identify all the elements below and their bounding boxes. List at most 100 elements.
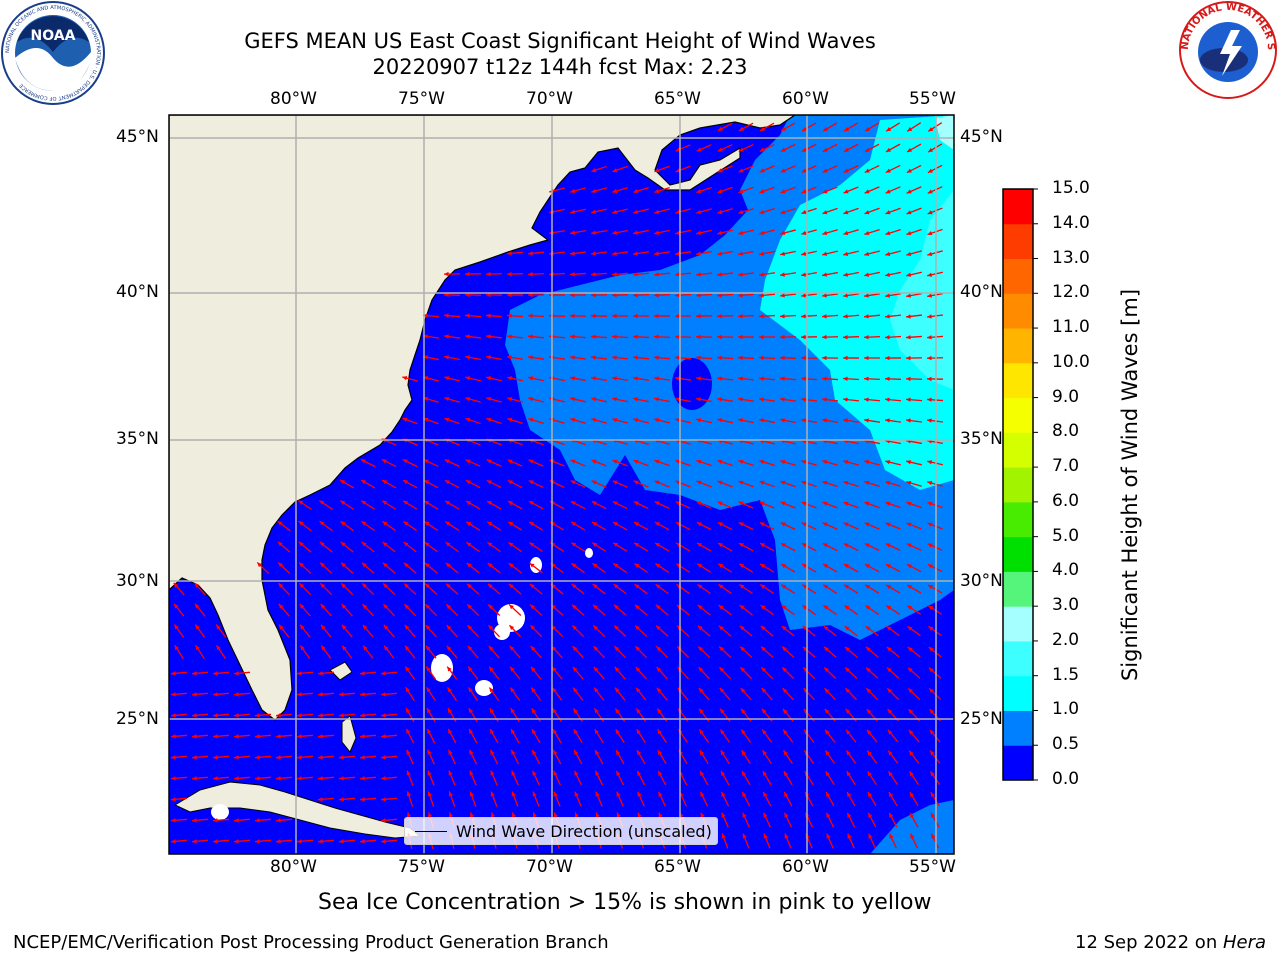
colorbar-tick-label: 9.0 — [1052, 386, 1080, 407]
wave-direction-arrow — [634, 625, 648, 637]
wave-direction-arrow — [758, 334, 776, 340]
wave-direction-arrow — [425, 645, 437, 659]
wave-direction-arrow — [759, 229, 775, 235]
lon-label-top-60w: 60°W — [782, 89, 829, 109]
wave-direction-arrow — [464, 271, 482, 277]
wave-direction-arrow — [863, 293, 881, 298]
wave-direction-arrow — [781, 604, 795, 616]
wave-direction-arrow — [843, 563, 859, 573]
wave-direction-arrow — [865, 667, 879, 679]
wave-direction-arrow — [717, 563, 733, 573]
wave-direction-arrow — [826, 833, 834, 849]
wave-direction-arrow — [654, 563, 670, 573]
wave-direction-arrow — [845, 750, 857, 764]
wave-direction-arrow — [296, 671, 314, 676]
wave-direction-arrow — [716, 334, 734, 340]
wave-direction-arrow — [487, 541, 501, 553]
wave-direction-arrow — [212, 671, 230, 676]
wave-direction-arrow — [637, 791, 645, 807]
wave-direction-arrow — [760, 666, 774, 680]
wave-direction-arrow — [927, 605, 943, 615]
wave-direction-arrow — [738, 122, 754, 132]
wave-direction-arrow — [298, 520, 312, 532]
wave-direction-arrow — [422, 334, 440, 339]
wave-direction-arrow — [844, 625, 858, 637]
wave-direction-arrow — [551, 645, 563, 659]
wave-direction-arrow — [801, 584, 817, 594]
wave-direction-arrow — [573, 749, 583, 765]
wave-direction-arrow — [779, 314, 797, 319]
wave-direction-arrow — [362, 645, 374, 659]
wave-direction-arrow — [529, 624, 543, 638]
wave-direction-arrow — [909, 812, 919, 828]
wave-direction-arrow — [844, 604, 858, 616]
wave-direction-arrow — [717, 122, 733, 132]
wave-direction-arrow — [528, 521, 544, 531]
wave-direction-arrow — [613, 645, 627, 659]
wave-direction-arrow — [465, 396, 481, 403]
wave-direction-arrow — [341, 603, 353, 617]
wave-direction-arrow — [508, 583, 522, 595]
wave-direction-arrow — [191, 839, 209, 844]
wave-direction-arrow — [658, 791, 666, 807]
wave-direction-arrow — [191, 713, 209, 718]
wave-direction-arrow — [843, 522, 859, 530]
wave-direction-arrow — [447, 749, 457, 765]
wave-direction-arrow — [616, 791, 624, 807]
wave-direction-arrow — [591, 521, 607, 531]
wave-direction-arrow — [572, 666, 584, 680]
wave-direction-arrow — [885, 186, 901, 194]
map-legend: Wind Wave Direction (unscaled) — [404, 817, 718, 845]
wave-direction-arrow — [506, 292, 524, 298]
wave-direction-arrow — [738, 501, 754, 509]
wave-direction-arrow — [717, 208, 733, 215]
colorbar-tick-label: 15.0 — [1052, 178, 1090, 198]
wave-direction-arrow — [822, 143, 838, 153]
wave-direction-arrow — [801, 480, 817, 488]
land-north-america — [169, 115, 797, 721]
wave-direction-arrow — [739, 604, 753, 616]
wave-direction-arrow — [867, 812, 877, 828]
wave-direction-arrow — [780, 522, 796, 530]
wave-direction-arrow — [698, 729, 710, 743]
wave-direction-arrow — [170, 713, 188, 718]
wave-direction-arrow — [717, 501, 733, 509]
wave-direction-arrow — [927, 584, 943, 594]
colorbar-tick-label: 14.0 — [1052, 212, 1090, 233]
wave-direction-arrow — [425, 624, 437, 638]
wave-direction-arrow — [779, 376, 797, 381]
wave-direction-arrow — [927, 250, 943, 257]
wave-direction-arrow — [717, 186, 733, 194]
wave-direction-arrow — [632, 355, 650, 360]
wave-direction-arrow — [511, 791, 519, 807]
wave-direction-arrow — [906, 501, 922, 509]
wave-direction-arrow — [803, 687, 815, 701]
wave-direction-arrow — [528, 376, 544, 382]
wave-direction-arrow — [467, 687, 479, 701]
wave-direction-arrow — [382, 520, 396, 532]
wave-direction-arrow — [696, 542, 712, 552]
wave-direction-arrow — [654, 165, 670, 173]
wave-direction-arrow — [233, 734, 251, 739]
wave-direction-arrow — [737, 355, 755, 360]
wave-direction-arrow — [360, 458, 376, 468]
wave-direction-arrow — [738, 418, 754, 424]
wave-direction-arrow — [508, 541, 522, 553]
wave-direction-arrow — [842, 334, 860, 340]
wave-direction-arrow — [759, 521, 775, 531]
wave-direction-arrow — [569, 334, 587, 339]
wave-direction-arrow — [173, 624, 185, 638]
wave-direction-arrow — [635, 687, 647, 701]
wave-direction-arrow — [759, 480, 775, 488]
wave-direction-arrow — [613, 625, 627, 637]
colorbar-segment — [1003, 640, 1033, 677]
wave-direction-arrow — [485, 271, 503, 277]
wave-direction-arrow — [821, 397, 839, 402]
date-text: 12 Sep 2022 on — [1075, 932, 1223, 953]
wave-direction-arrow — [759, 583, 775, 595]
wave-direction-arrow — [928, 667, 942, 679]
wave-direction-arrow — [822, 186, 838, 194]
wave-direction-arrow — [506, 355, 524, 360]
wave-direction-arrow — [424, 541, 438, 553]
wave-direction-arrow — [591, 542, 607, 552]
